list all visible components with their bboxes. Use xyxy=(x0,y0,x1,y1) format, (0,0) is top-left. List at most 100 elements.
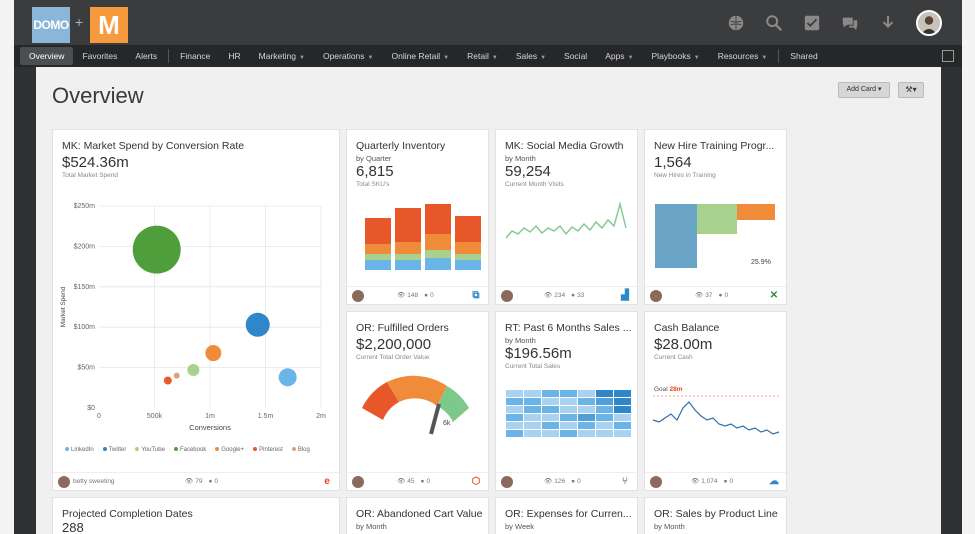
card-title: MK: Social Media Growth xyxy=(505,140,624,152)
nav-apps[interactable]: Apps ▼ xyxy=(596,47,642,65)
card-new-hire-training[interactable]: New Hire Training Progr... 1,564 New Hir… xyxy=(644,129,787,305)
search-icon[interactable] xyxy=(764,13,784,33)
page-title: Overview xyxy=(52,83,144,108)
card-stats: 👁 148 ● 0 xyxy=(397,291,434,300)
y-tick-label: $0 xyxy=(87,405,95,412)
legend-label: Blog xyxy=(297,447,310,453)
source-icon: ⧉ xyxy=(472,290,480,301)
card-caption: Current Total Order Value xyxy=(356,354,430,361)
stacked-bar-chart[interactable] xyxy=(347,198,490,274)
add-card-button[interactable]: Add Card ▾ xyxy=(838,82,890,98)
comments-value: 0 xyxy=(729,477,734,485)
legend-item[interactable]: Twitter xyxy=(102,447,126,453)
nav-sales[interactable]: Sales ▼ xyxy=(507,47,555,65)
nav-finance[interactable]: Finance xyxy=(180,51,211,61)
comments-value: 33 xyxy=(577,291,585,299)
card-market-spend[interactable]: MK: Market Spend by Conversion Rate $524… xyxy=(52,129,340,491)
avatar[interactable] xyxy=(650,290,662,302)
nav-marketing[interactable]: Marketing ▼ xyxy=(250,47,314,65)
legend-item[interactable]: YouTube xyxy=(135,447,165,453)
user-avatar[interactable] xyxy=(916,10,942,36)
legend-swatch xyxy=(173,447,178,452)
avatar[interactable] xyxy=(352,290,364,302)
legend-label: Google+ xyxy=(221,447,245,453)
legend-item[interactable]: Blog xyxy=(291,447,310,453)
legend-item[interactable]: Pinterest xyxy=(253,447,283,453)
card-stats: 👁 126 ● 0 xyxy=(544,477,581,486)
series-line xyxy=(505,201,627,239)
heatmap-cell xyxy=(578,430,595,437)
card-stats: 👁 234 ● 33 xyxy=(544,291,584,300)
card-title: OR: Sales by Product Line xyxy=(654,508,778,520)
card-subtitle: by Month xyxy=(356,522,387,531)
avatar[interactable] xyxy=(501,290,513,302)
data-point-twitter xyxy=(245,312,270,337)
nav-shared[interactable]: Shared xyxy=(790,51,818,61)
heatmap-cell xyxy=(524,430,541,437)
window-toggle-icon[interactable] xyxy=(942,50,954,62)
avatar[interactable] xyxy=(650,476,662,488)
download-icon[interactable] xyxy=(878,13,898,33)
card-stats: 👁 45 ● 0 xyxy=(397,477,431,486)
card-social-media-growth[interactable]: MK: Social Media Growth by Month 59,254 … xyxy=(495,129,638,305)
card-abandoned-cart[interactable]: OR: Abandoned Cart Value by Month xyxy=(346,497,489,534)
gauge-chart[interactable] xyxy=(347,366,490,466)
y-tick-label: $50m xyxy=(77,365,95,372)
card-quarterly-inventory[interactable]: Quarterly Inventory by Quarter 6,815 Tot… xyxy=(346,129,489,305)
card-sales-by-product[interactable]: OR: Sales by Product Line by Month xyxy=(644,497,787,534)
funnel-chart[interactable] xyxy=(645,200,788,280)
heatmap-cell xyxy=(506,422,523,429)
card-subtitle: by Month xyxy=(505,336,536,345)
wrench-menu-button[interactable]: ⚒▾ xyxy=(898,82,924,98)
scatter-chart[interactable]: $0 $50m $100m $150m $200m $250m 0 500k 1m 1.5m 2m C… xyxy=(53,192,341,452)
card-footer: 👁 126 ● 0 ⑂ xyxy=(496,472,637,490)
card-title: Quarterly Inventory xyxy=(356,140,446,152)
nav-online-retail[interactable]: Online Retail ▼ xyxy=(383,47,459,65)
nav-resources[interactable]: Resources ▼ xyxy=(709,47,777,65)
legend-item[interactable]: LinkedIn xyxy=(65,447,94,453)
card-cash-balance[interactable]: Cash Balance $28.00m Current Cash Goal 2… xyxy=(644,311,787,491)
line-chart[interactable] xyxy=(496,198,639,274)
gauge-needle xyxy=(429,403,441,435)
cash-line-chart[interactable] xyxy=(645,390,788,450)
card-past-sales[interactable]: RT: Past 6 Months Sales ... by Month $19… xyxy=(495,311,638,491)
data-point-youtube xyxy=(187,364,200,377)
nav-overview[interactable]: Overview xyxy=(20,47,74,65)
heatmap-cell xyxy=(596,390,613,397)
comments-count: ● 33 xyxy=(571,292,584,299)
nav-operations[interactable]: Operations ▼ xyxy=(314,47,383,65)
domo-logo[interactable]: DOMO xyxy=(32,7,70,43)
card-projected-completion[interactable]: Projected Completion Dates 288 xyxy=(52,497,340,534)
legend-item[interactable]: Facebook xyxy=(173,447,206,453)
nav-hr[interactable]: HR xyxy=(228,51,241,61)
chat-icon[interactable] xyxy=(840,13,860,33)
card-fulfilled-orders[interactable]: OR: Fulfilled Orders $2,200,000 Current … xyxy=(346,311,489,491)
legend-swatch xyxy=(135,447,140,452)
partner-logo[interactable]: M xyxy=(90,7,128,43)
bar-q2 xyxy=(395,208,421,270)
y-tick-label: $200m xyxy=(74,243,96,250)
heatmap-chart[interactable] xyxy=(496,384,639,444)
nav-retail[interactable]: Retail ▼ xyxy=(458,47,507,65)
nav-playbooks[interactable]: Playbooks ▼ xyxy=(643,47,709,65)
nav-social[interactable]: Social xyxy=(564,51,588,61)
goal-value: 28m xyxy=(669,386,683,393)
eye-icon: 👁 xyxy=(691,478,700,485)
avatar[interactable] xyxy=(58,476,70,488)
tasks-icon[interactable] xyxy=(802,13,822,33)
globe-icon[interactable] xyxy=(726,13,746,33)
legend-item[interactable]: Google+ xyxy=(215,447,244,453)
comments-value: 0 xyxy=(214,477,219,485)
card-expenses[interactable]: OR: Expenses for Curren... by Week xyxy=(495,497,638,534)
heatmap-cell xyxy=(506,398,523,405)
avatar[interactable] xyxy=(352,476,364,488)
nav-favorites[interactable]: Favorites xyxy=(82,51,118,61)
avatar[interactable] xyxy=(501,476,513,488)
nav-divider xyxy=(778,49,780,63)
card-title: OR: Expenses for Curren... xyxy=(505,508,632,520)
nav-alerts[interactable]: Alerts xyxy=(135,51,158,61)
comments-value: 0 xyxy=(426,477,431,485)
x-tick-label: 1m xyxy=(205,413,215,420)
data-point-pinterest xyxy=(163,376,172,385)
legend-swatch xyxy=(291,447,296,452)
